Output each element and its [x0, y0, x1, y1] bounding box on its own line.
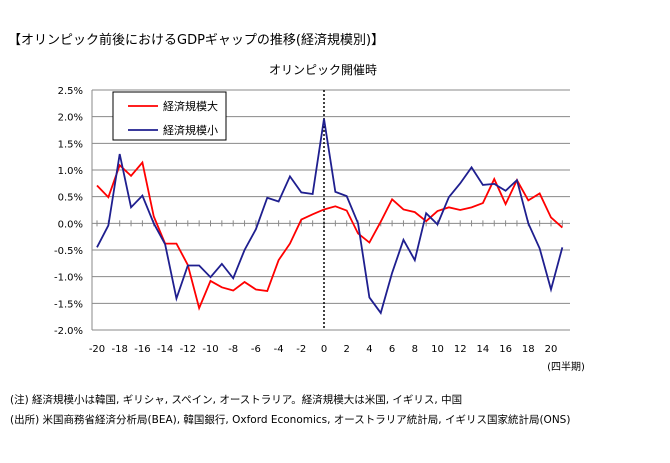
legend-label: 経済規模大 [163, 99, 218, 113]
x-tick-label: -2 [296, 344, 306, 355]
x-tick-label: 12 [454, 344, 467, 355]
note-line: (注) 経済規模小は韓国, ギリシャ, スペイン, オーストラリア。経済規模大は… [10, 394, 463, 406]
source-line: (出所) 米国商務省経済分析局(BEA), 韓国銀行, Oxford Econo… [10, 414, 571, 426]
x-tick-label: 14 [477, 344, 490, 355]
y-tick-label: -0.5% [54, 246, 83, 257]
series-line-large [96, 160, 563, 311]
x-tick-label: 6 [389, 344, 395, 355]
x-tick-label: -8 [228, 344, 238, 355]
x-tick-label: -12 [180, 344, 196, 355]
x-tick-label: -18 [112, 344, 128, 355]
y-tick-label: 1.5% [58, 139, 83, 150]
y-tick-label: 0.0% [58, 219, 83, 230]
x-tick-label: -10 [202, 344, 218, 355]
x-tick-label: 10 [431, 344, 444, 355]
x-tick-label: -4 [274, 344, 284, 355]
notes: (注) 経済規模小は韓国, ギリシャ, スペイン, オーストラリア。経済規模大は… [10, 390, 570, 430]
x-tick-label: -20 [89, 344, 105, 355]
x-tick-label: 8 [412, 344, 418, 355]
x-tick-label: 20 [545, 344, 558, 355]
chart-title: オリンピック開催時 [269, 63, 377, 77]
y-tick-label: -2.0% [54, 326, 83, 337]
legend [112, 91, 227, 141]
y-tick-label: 2.0% [58, 113, 83, 124]
x-tick-label: -6 [251, 344, 261, 355]
x-tick-label: -16 [134, 344, 150, 355]
figure-title: 【オリンピック前後におけるGDPギャップの推移(経済規模別)】 [8, 33, 385, 48]
x-tick-label: -14 [157, 344, 173, 355]
x-tick-label: 18 [522, 344, 535, 355]
y-tick-label: -1.0% [54, 273, 83, 284]
legend-label: 経済規模小 [163, 123, 218, 137]
x-tick-label: 0 [321, 344, 327, 355]
series-line-small [96, 118, 564, 315]
y-tick-label: -1.5% [54, 299, 83, 310]
x-tick-label: 16 [499, 344, 512, 355]
y-tick-label: 1.0% [58, 166, 83, 177]
y-tick-label: 2.5% [58, 86, 83, 97]
y-tick-label: 0.5% [58, 193, 83, 204]
x-tick-label: 2 [344, 344, 350, 355]
x-tick-label: 4 [366, 344, 372, 355]
x-axis-label: (四半期) [547, 360, 585, 373]
